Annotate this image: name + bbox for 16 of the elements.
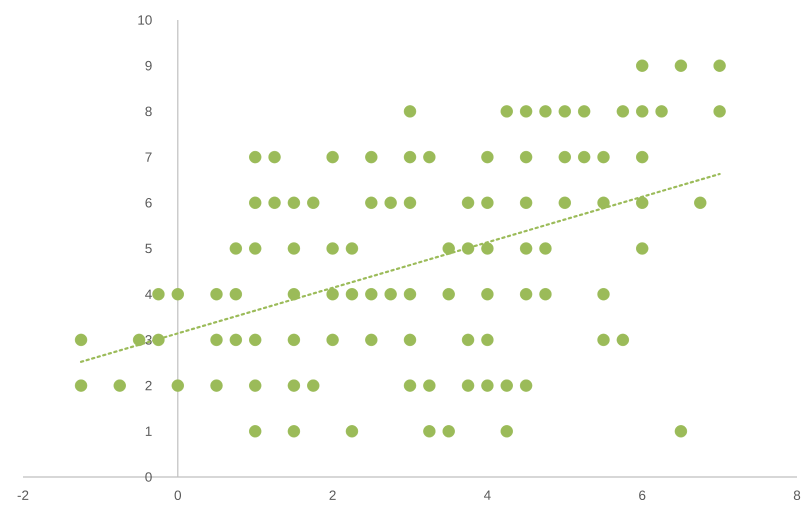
- x-tick-label: 6: [639, 490, 646, 500]
- y-tick-label: 8: [145, 106, 152, 116]
- y-tick-label: 4: [145, 290, 152, 299]
- x-tick-label: 2: [330, 490, 336, 500]
- y-tick-label: 5: [145, 244, 152, 254]
- y-tick-label: 1: [146, 426, 152, 436]
- y-tick-label: 10: [138, 15, 152, 25]
- x-tick-label: 4: [484, 490, 491, 500]
- y-tick-label: 2: [145, 380, 152, 390]
- y-tick-label: 9: [145, 60, 152, 70]
- y-tick-label: 0: [145, 472, 152, 482]
- y-tick-label: 6: [145, 198, 152, 208]
- x-tick-label: 0: [174, 490, 182, 500]
- y-tick-label: 7: [145, 152, 152, 162]
- x-tick-label: -2: [18, 490, 28, 500]
- x-tick-label: 8: [794, 490, 800, 500]
